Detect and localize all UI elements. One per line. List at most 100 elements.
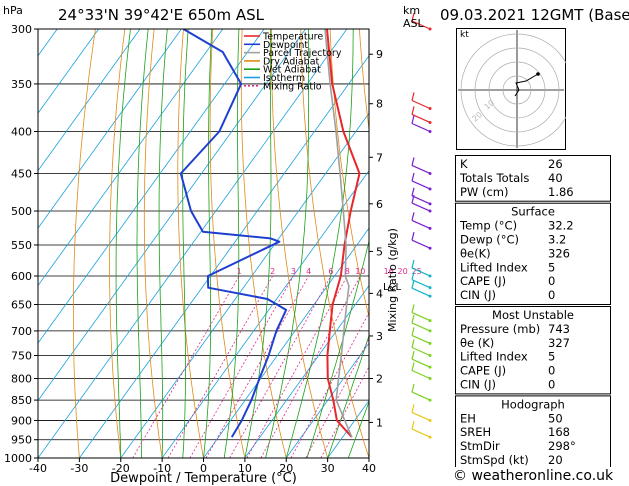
stats-value: 50 [548, 411, 563, 425]
mixing-ratio-tick-label: 6 [328, 267, 333, 276]
wind-barb-shaft [411, 122, 431, 133]
wind-barb-shaft [411, 312, 431, 322]
hodograph-ring-label: 20 [471, 110, 485, 123]
wet-adiabat-line [306, 239, 369, 458]
km-unit-label: km [403, 4, 421, 17]
legend-label: Temperature [262, 32, 323, 43]
pressure-tick-label: 600 [11, 270, 32, 283]
dry-adiabat-line [109, 29, 126, 458]
stats-label: Lifted Index [460, 350, 528, 364]
dry-adiabat-line [240, 29, 287, 458]
pressure-tick-label: 300 [11, 23, 32, 36]
hodograph-ring [460, 33, 566, 147]
wind-barb-shaft [411, 322, 431, 332]
isotherm-line [38, 29, 99, 114]
legend-label: Dewpoint [263, 40, 308, 51]
km-tick-label: 9 [376, 48, 383, 61]
km-tick-label: 7 [376, 151, 383, 164]
wind-barb-flag [411, 327, 415, 336]
wet-adiabat-line [223, 29, 240, 458]
isotherm-line [38, 29, 306, 402]
isotherm-line [161, 169, 369, 458]
wet-adiabat-line [244, 29, 272, 458]
dry-adiabat-line [329, 29, 369, 319]
dry-adiabat-line [300, 29, 369, 458]
legend-label: Mixing Ratio [263, 81, 322, 92]
pressure-tick-label: 550 [11, 239, 32, 252]
stats-label: CIN (J) [460, 378, 496, 392]
stats-value: 0 [548, 378, 555, 392]
stats-label: Lifted Index [460, 260, 528, 274]
isotherm-line [38, 29, 224, 287]
temperature-tick-label: 10 [238, 462, 252, 475]
legend-label: Wet Adiabat [263, 65, 321, 76]
wind-barbs [411, 12, 432, 439]
datetime-label: 09.03.2021 12GMT (Base: 12) [440, 6, 629, 24]
wind-barb-shaft [411, 180, 431, 190]
wind-barb-flag [411, 259, 415, 269]
stats-label: CIN (J) [460, 288, 496, 302]
pressure-tick-label: 850 [11, 394, 32, 407]
wind-barb-shaft [411, 369, 431, 380]
wind-barb-shaft [411, 346, 431, 357]
stats-value: 40 [548, 171, 563, 185]
wind-barb-flag [411, 106, 415, 115]
wind-barb-shaft [411, 113, 431, 124]
stats-label: θe (K) [460, 336, 494, 350]
wind-barb-dot [428, 246, 432, 250]
wind-barb-flag [411, 404, 415, 413]
mixing-ratio-tick-label: 4 [306, 267, 311, 276]
wind-barb-shaft [411, 334, 431, 344]
mixing-ratio-line [205, 275, 309, 458]
pressure-tick-label: 950 [11, 434, 32, 447]
wind-barb-dot [428, 435, 432, 439]
temperature-tick-label: 20 [279, 462, 293, 475]
mixing-ratio-line [246, 275, 348, 458]
mixing-ratio-tick-label: 16 [384, 267, 394, 276]
pressure-tick-label: 500 [11, 205, 32, 218]
isotherm-line [244, 284, 369, 458]
wind-barb-shaft [411, 411, 431, 422]
stats-label: SREH [460, 425, 491, 439]
km-tick-label: 1 [376, 416, 383, 429]
wind-barb-shaft [411, 287, 431, 297]
stats-label: StmDir [460, 439, 500, 453]
location-title: 24°33'N 39°42'E 650m ASL [58, 6, 264, 24]
wind-barb-dot [428, 376, 432, 380]
hodograph-trace [514, 73, 539, 97]
wind-barb-flag [411, 194, 415, 204]
stats-label: K [460, 157, 468, 171]
mixing-ratio-tick-label: 10 [355, 267, 365, 276]
stats-label: EH [460, 411, 476, 425]
stats-value: 20 [548, 453, 563, 467]
mixing-ratio-line [189, 275, 294, 458]
mixing-ratio-tick-label: 20 [397, 267, 407, 276]
stats-block-title: Hodograph [501, 397, 565, 411]
stats-label: CAPE (J) [460, 364, 506, 378]
wind-barb-flag [411, 115, 415, 124]
stats-value: 298° [548, 439, 576, 453]
wind-barb-dot [428, 202, 432, 206]
wind-barb-dot [428, 329, 432, 333]
mixing-ratio-line [132, 275, 240, 458]
wind-barb-flag [411, 420, 415, 430]
wind-barb-shaft [411, 391, 431, 401]
wind-barb-shaft [411, 239, 431, 249]
stats-block [455, 155, 611, 202]
dry-adiabat-line [623, 29, 629, 458]
isotherm-line [38, 29, 141, 172]
stats-value: 0 [548, 288, 555, 302]
mixing-ratio-line [229, 275, 332, 458]
dry-adiabat-line [177, 29, 204, 458]
wind-barb-dot [428, 120, 432, 124]
stats-value: 5 [548, 350, 555, 364]
hodograph-end-dot [536, 72, 540, 76]
pressure-tick-label: 350 [11, 78, 32, 91]
wind-barb-flag [411, 351, 415, 360]
wet-adiabat-line [136, 29, 149, 458]
stats-value: 0 [548, 364, 555, 378]
wind-barb-flag [411, 92, 415, 101]
km-tick-label: 3 [376, 330, 383, 343]
mixing-ratio-tick-label: 1 [237, 267, 242, 276]
